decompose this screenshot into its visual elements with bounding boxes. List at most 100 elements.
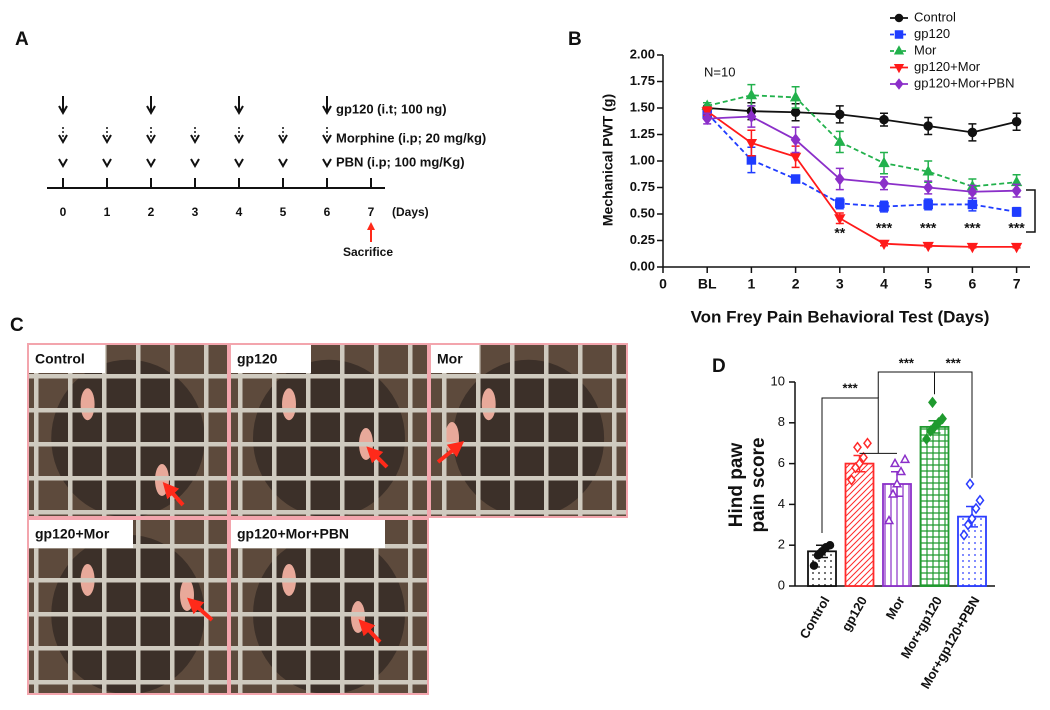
treatment-label: gp120 (i.t; 100 ng) xyxy=(336,101,447,116)
photo-border xyxy=(429,343,628,518)
marker xyxy=(834,135,846,146)
day-label: 7 xyxy=(368,205,375,219)
x-tick-label: BL xyxy=(698,276,717,292)
day-label: 2 xyxy=(148,205,155,219)
photo-border xyxy=(27,518,229,695)
marker xyxy=(825,540,835,550)
x-tick-label: 4 xyxy=(880,276,888,292)
significance: *** xyxy=(876,220,893,236)
dose-arrow xyxy=(58,96,68,116)
series-line xyxy=(707,115,1017,193)
arrow-head xyxy=(58,158,68,169)
panel-letter: C xyxy=(10,315,24,336)
marker xyxy=(1011,184,1022,198)
legend-label: gp120+Mor+PBN xyxy=(914,75,1014,90)
y-tick-label: 2 xyxy=(778,537,785,552)
marker xyxy=(701,107,713,118)
x-tick-label: 2 xyxy=(792,276,800,292)
panel-letter: A xyxy=(15,29,29,50)
label-box xyxy=(431,345,479,373)
x-tick-label: 7 xyxy=(1013,276,1021,292)
legend-label: gp120+Mor xyxy=(914,59,981,74)
label-box xyxy=(29,520,133,548)
y-tick-label: 4 xyxy=(778,496,785,511)
marker xyxy=(855,457,864,470)
photo: gp120 xyxy=(229,343,429,518)
marker xyxy=(922,165,934,176)
marker xyxy=(879,114,889,125)
marker xyxy=(834,172,845,186)
bracket xyxy=(877,371,935,398)
marker xyxy=(790,133,801,147)
bar xyxy=(919,425,950,587)
dose-arrow xyxy=(58,158,68,169)
arrow-head xyxy=(322,105,332,116)
marker xyxy=(702,112,713,126)
marker xyxy=(894,30,904,39)
y-tick-label: 0.50 xyxy=(630,205,655,220)
arrow-head xyxy=(58,134,68,145)
marker xyxy=(887,488,899,498)
marker xyxy=(1011,207,1022,217)
dose-arrow xyxy=(102,158,112,169)
marker xyxy=(967,512,977,525)
marker xyxy=(789,152,802,164)
arrow-head xyxy=(102,158,112,169)
y-tick-label: 6 xyxy=(778,455,785,470)
panel-letter: B xyxy=(568,29,582,50)
significance: ** xyxy=(834,225,845,241)
marker xyxy=(883,514,895,525)
photo: gp120+Mor+PBN xyxy=(229,518,429,695)
x-axis-label: Von Frey Pain Behavioral Test (Days) xyxy=(691,307,990,326)
red-arrow xyxy=(366,446,389,469)
comparison: *** xyxy=(843,380,859,395)
marker xyxy=(878,156,890,168)
marker xyxy=(790,174,801,184)
significance: *** xyxy=(964,220,981,236)
dose-arrow xyxy=(190,127,200,145)
marker xyxy=(894,78,904,90)
dose-arrow xyxy=(234,158,244,169)
arrow-head xyxy=(234,134,244,145)
bracket xyxy=(934,371,973,478)
marker xyxy=(1011,117,1022,127)
y-tick-label: 1.00 xyxy=(630,152,655,167)
dose-arrow xyxy=(234,96,244,116)
arrow-head xyxy=(234,105,244,116)
marker xyxy=(965,478,975,490)
marker xyxy=(878,239,890,251)
dose-arrow xyxy=(58,127,68,145)
arrow-head xyxy=(146,105,156,116)
dose-arrow xyxy=(146,96,156,116)
x-tick-label: gp120 xyxy=(838,594,870,634)
treatment-label: PBN (i.p; 100 mg/Kg) xyxy=(336,154,465,169)
marker xyxy=(879,176,889,190)
arrow-head xyxy=(58,105,68,116)
marker xyxy=(889,457,901,468)
marker xyxy=(922,433,931,445)
marker xyxy=(893,63,905,74)
photo: Mor xyxy=(429,343,628,518)
marker xyxy=(923,199,933,210)
marker xyxy=(959,529,969,541)
y-tick-label: 0.25 xyxy=(630,232,655,247)
marker xyxy=(967,127,978,138)
marker xyxy=(928,396,937,409)
photo-label: gp120+Mor xyxy=(35,526,110,542)
marker xyxy=(923,181,934,194)
legend-label: Mor xyxy=(914,42,937,57)
photo: gp120+Mor xyxy=(27,518,229,695)
day-label: 0 xyxy=(60,205,67,219)
marker xyxy=(938,412,947,425)
marker xyxy=(879,201,889,212)
dose-arrow xyxy=(278,127,288,145)
bar xyxy=(882,483,912,587)
y-tick-label: 0 xyxy=(778,577,785,592)
y-axis-label: pain score xyxy=(748,437,769,532)
marker xyxy=(746,110,757,123)
y-tick-label: 1.75 xyxy=(630,73,655,88)
dose-arrow xyxy=(190,158,200,169)
dose-arrow xyxy=(278,158,288,169)
marker xyxy=(893,45,905,55)
